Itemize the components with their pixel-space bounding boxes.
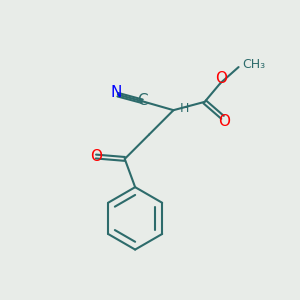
Text: CH₃: CH₃ — [242, 58, 265, 70]
Text: O: O — [215, 71, 227, 86]
Text: H: H — [180, 102, 189, 115]
Text: O: O — [218, 114, 230, 129]
Text: N: N — [111, 85, 122, 100]
Text: O: O — [90, 149, 102, 164]
Text: C: C — [137, 93, 148, 108]
